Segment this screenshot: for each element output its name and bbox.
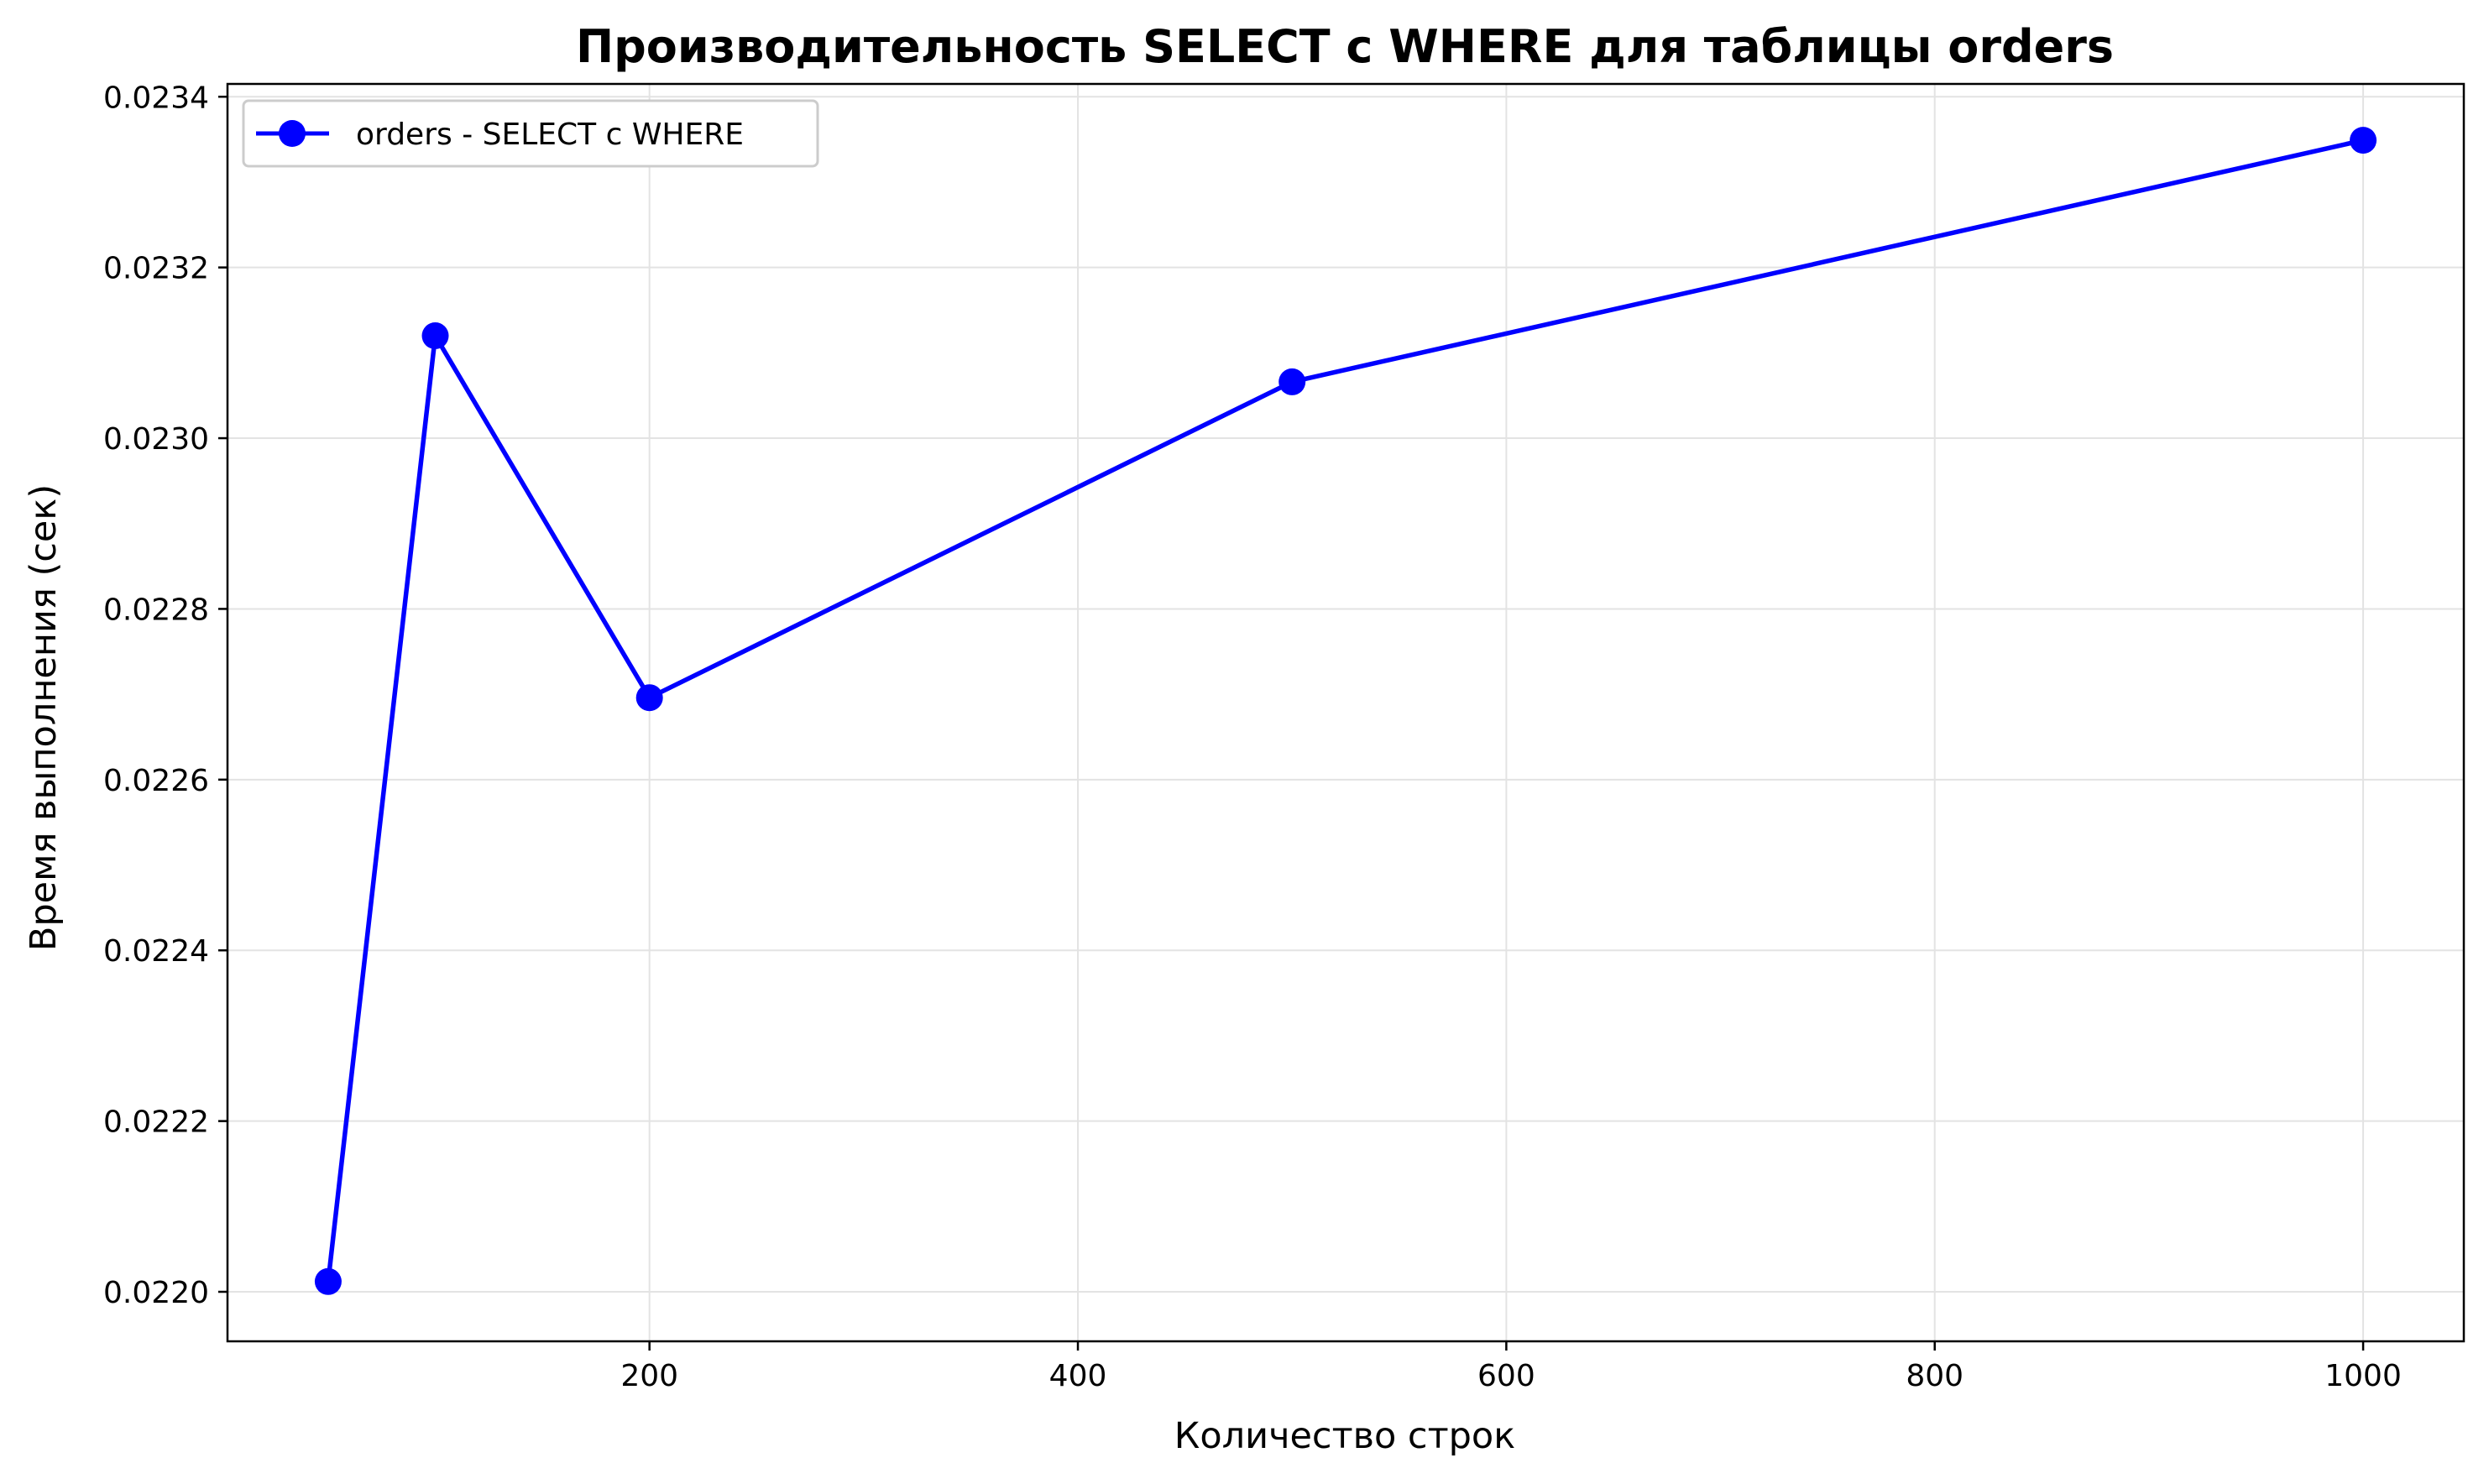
x-tick-label: 200 [620, 1359, 678, 1393]
tick-marks-and-labels: 200 400 600 800 1000 0.0220 0.0222 0.0224 0.0226… [103, 81, 2402, 1393]
grid-lines [227, 84, 2464, 1341]
data-point [421, 322, 449, 350]
x-tick-label: 600 [1477, 1359, 1535, 1393]
y-tick-label: 0.0226 [103, 764, 209, 798]
x-axis-label: Количество строк [1174, 1415, 1515, 1457]
x-tick-label: 400 [1049, 1359, 1107, 1393]
y-axis-label: Время выполнения (сек) [23, 484, 65, 951]
x-tick-label: 1000 [2324, 1359, 2402, 1393]
y-tick-label: 0.0234 [103, 81, 209, 115]
y-tick-label: 0.0222 [103, 1105, 209, 1140]
y-tick-label: 0.0220 [103, 1276, 209, 1310]
legend-marker [279, 120, 306, 147]
data-point [635, 684, 663, 712]
data-point [314, 1267, 342, 1295]
legend-box [242, 99, 819, 168]
chart-title: Производительность SELECT с WHERE для та… [576, 20, 2114, 73]
x-tick-label: 800 [1906, 1359, 1963, 1393]
y-tick-label: 0.0232 [103, 252, 209, 286]
legend-series-label: orders - SELECT с WHERE [356, 118, 744, 152]
data-point [1278, 368, 1306, 395]
legend: orders - SELECT с WHERE [242, 99, 819, 168]
series-layer [314, 127, 2377, 1295]
y-tick-label: 0.0228 [103, 593, 209, 627]
plot-frame [226, 82, 2465, 1343]
axes [226, 82, 2465, 1343]
data-point [2350, 127, 2377, 154]
y-tick-label: 0.0224 [103, 934, 209, 969]
y-tick-label: 0.0230 [103, 422, 209, 457]
